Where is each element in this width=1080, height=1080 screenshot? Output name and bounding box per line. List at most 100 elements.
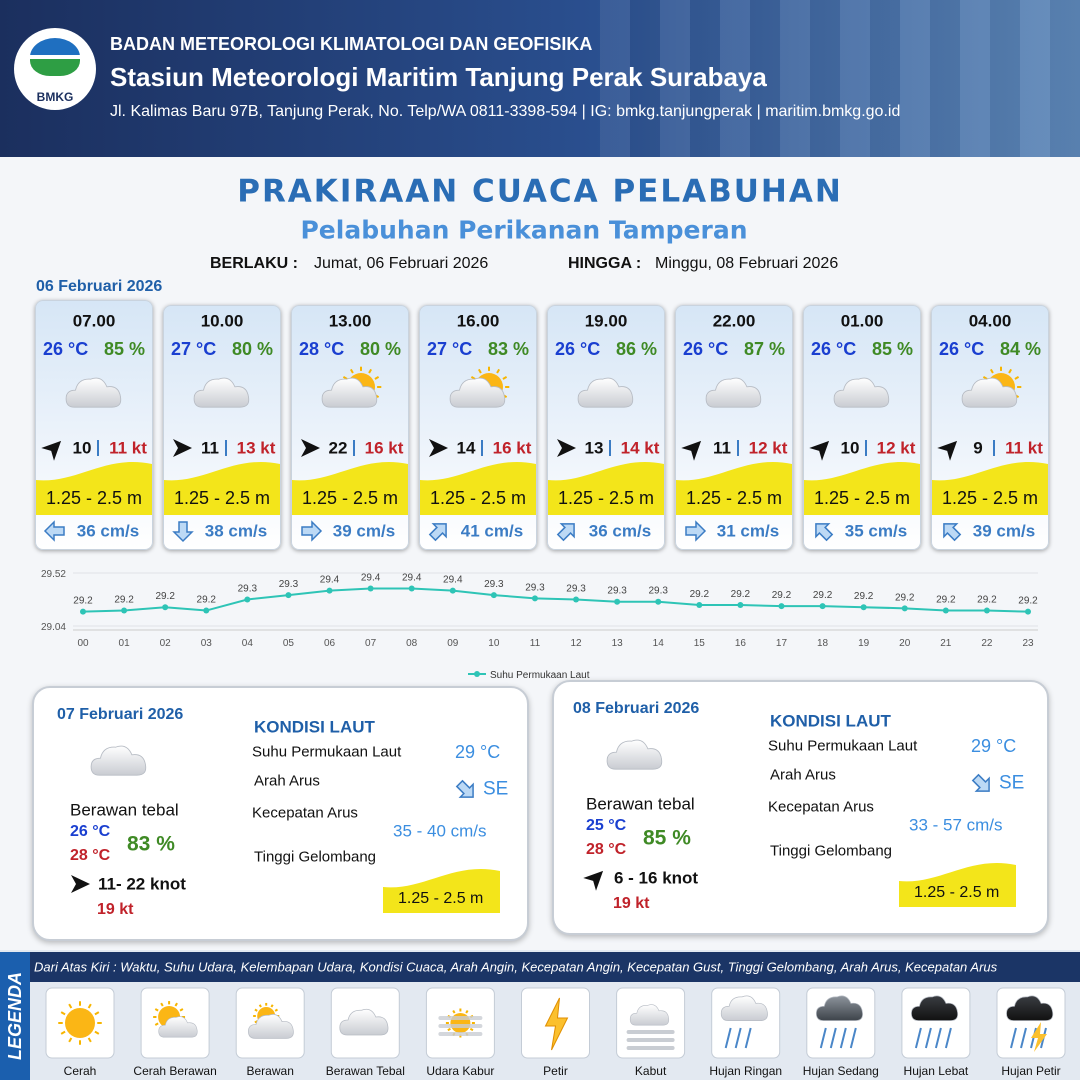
- daily-humidity: 85 %: [643, 826, 691, 850]
- current-arrow: [43, 520, 65, 542]
- cloud-shape: [606, 739, 663, 770]
- fog-bar: [626, 1030, 675, 1034]
- daily-gust: 19 kt: [97, 901, 134, 918]
- sun-ray: [160, 1002, 164, 1007]
- wave-shape: [292, 461, 408, 515]
- value-label: 29.3: [484, 579, 504, 590]
- cloud-shape: [815, 995, 863, 1021]
- x-tick-label: 06: [324, 638, 336, 649]
- daily-gust: 19 kt: [613, 895, 650, 912]
- sst-point: [326, 587, 333, 594]
- sun-disc: [65, 1008, 95, 1038]
- card-wind: 13: [584, 438, 604, 458]
- haze-bar: [438, 1024, 483, 1028]
- sst-line: [82, 587, 1029, 613]
- cloud-shape: [158, 1016, 198, 1038]
- card-wind: 22: [328, 438, 348, 458]
- sun-icon: [58, 1001, 102, 1045]
- sst-point: [80, 608, 86, 615]
- daily-wind: 11- 22 knot: [98, 874, 186, 894]
- value-label: 29.2: [690, 589, 710, 600]
- sun-ray: [452, 1009, 456, 1014]
- x-tick-label: 04: [242, 638, 254, 649]
- sun-ray: [274, 1008, 279, 1012]
- current-speed: 35 - 40 cm/s: [393, 821, 487, 841]
- card-humidity: 83 %: [487, 339, 529, 359]
- rain-drop: [724, 1027, 732, 1049]
- card-time: 04.00: [968, 311, 1012, 331]
- rain-drop: [839, 1027, 847, 1049]
- cloud-icon: [629, 1004, 670, 1026]
- card-time: 16.00: [456, 311, 500, 331]
- wave-shape: [804, 461, 920, 515]
- sun-ray: [447, 1027, 451, 1032]
- address: Jl. Kalimas Baru 97B, Tanjung Perak, No.…: [110, 103, 901, 120]
- sun-ray: [258, 1004, 262, 1008]
- sun-ray: [154, 1022, 159, 1026]
- x-tick-label: 07: [365, 638, 377, 649]
- value-label: 29.2: [895, 592, 915, 603]
- current-speed-label: Kecepatan Arus: [768, 798, 874, 816]
- sea-heading: KONDISI LAUT: [254, 717, 375, 737]
- sun-ray: [179, 1008, 184, 1012]
- card-temp: 28 °C: [299, 339, 345, 359]
- value-label: 29.3: [525, 582, 545, 593]
- card-wave: 1.25 - 2.5 m: [173, 488, 271, 508]
- sun-ray: [94, 1030, 100, 1035]
- card-wave: 1.25 - 2.5 m: [429, 488, 527, 508]
- x-tick-label: 16: [735, 638, 747, 649]
- rain-drop: [849, 1027, 857, 1049]
- x-tick-label: 19: [858, 638, 870, 649]
- header-decoration: [600, 0, 1080, 157]
- direction-arrow: [583, 870, 604, 891]
- cloud-shape: [248, 1014, 294, 1039]
- sun-ray: [465, 1009, 469, 1014]
- cloud-shape: [339, 1008, 389, 1036]
- sun-ray: [270, 1004, 274, 1008]
- cloud-icon: [961, 377, 1018, 408]
- fog-bar: [626, 1038, 675, 1042]
- card-time: 22.00: [712, 311, 756, 331]
- sst-point: [1025, 608, 1031, 615]
- sun-ray: [87, 1003, 92, 1009]
- value-label: 29.3: [566, 584, 586, 595]
- wave-label: Tinggi Gelombang: [770, 842, 893, 860]
- card-temp: 26 °C: [683, 339, 729, 359]
- valid-to-label: HINGGA :: [568, 255, 642, 272]
- wave-shape: [164, 461, 280, 515]
- current-arrow: [172, 521, 194, 543]
- direction-arrow: [937, 440, 958, 461]
- sun-ray: [982, 375, 988, 380]
- org-name: BADAN METEOROLOGI KLIMATOLOGI DAN GEOFIS…: [110, 34, 593, 54]
- daily-temp-min: 26 °C: [70, 823, 111, 840]
- sun-ray: [1008, 368, 1013, 374]
- y-tick-label: 29.04: [41, 622, 66, 633]
- sun-ray: [154, 1008, 159, 1012]
- agency-logo-text: BMKG: [36, 90, 74, 104]
- value-label: 29.2: [813, 590, 833, 601]
- direction-arrow: [809, 440, 830, 461]
- direction-arrow: [41, 440, 62, 461]
- x-tick-label: 08: [406, 638, 418, 649]
- cloud-shape: [321, 377, 378, 408]
- x-tick-label: 14: [653, 638, 665, 649]
- sst-point: [942, 607, 949, 614]
- sun-ray: [174, 1002, 178, 1007]
- legend-topbar: [0, 952, 1080, 982]
- rain-drop: [734, 1027, 742, 1049]
- value-label: 29.3: [279, 579, 299, 590]
- sun-ray: [502, 375, 508, 380]
- wave-shape: [548, 461, 664, 515]
- rain-drop: [924, 1027, 932, 1049]
- sun-ray: [349, 368, 354, 374]
- x-tick-label: 03: [201, 638, 213, 649]
- x-tick-label: 18: [817, 638, 829, 649]
- sun-ray: [374, 375, 380, 380]
- card-gust: 13 kt: [236, 438, 276, 458]
- sst-point: [203, 607, 210, 614]
- card-wave: 1.25 - 2.5 m: [45, 488, 143, 508]
- sst-point: [901, 605, 908, 612]
- x-tick-label: 23: [1022, 638, 1034, 649]
- current-arrow: [556, 523, 575, 542]
- card-wind: 11: [201, 438, 219, 458]
